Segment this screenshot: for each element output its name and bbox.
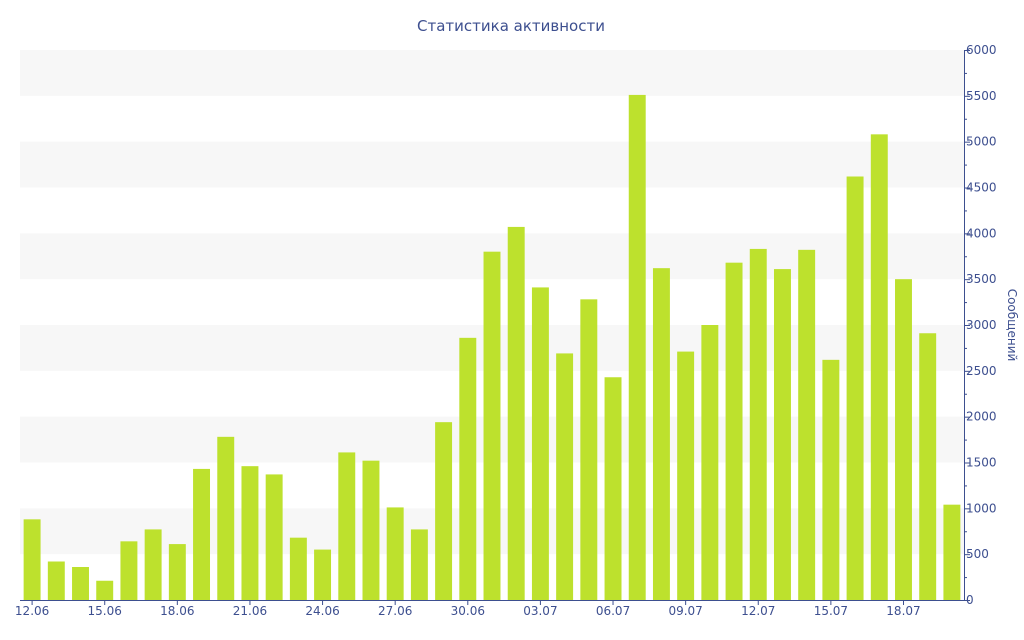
- bar-09.07: [677, 351, 695, 600]
- bar-08.07: [652, 268, 670, 600]
- grid-band: [20, 50, 964, 96]
- x-tick-label: 30.06: [451, 604, 485, 618]
- y-tick-label: 5500: [966, 89, 997, 103]
- bar-18.06: [168, 544, 186, 600]
- y-tick-label: 500: [966, 547, 989, 561]
- y-tick-label: 1500: [966, 456, 997, 470]
- y-tick-label: 0: [966, 593, 974, 607]
- bar-16.06: [120, 541, 138, 600]
- x-tick-label: 03.07: [523, 604, 557, 618]
- x-tick-label: 15.06: [88, 604, 122, 618]
- y-tick-label: 4500: [966, 181, 997, 195]
- bar-29.06: [435, 422, 453, 600]
- x-tick-label: 09.07: [668, 604, 702, 618]
- x-tick-label: 15.07: [814, 604, 848, 618]
- x-tick-label: 18.06: [160, 604, 194, 618]
- bar-21.06: [241, 466, 259, 600]
- bar-30.06: [459, 337, 477, 600]
- bar-02.07: [507, 226, 525, 600]
- x-tick-label: 21.06: [233, 604, 267, 618]
- y-tick-label: 4000: [966, 226, 997, 240]
- bar-20.07: [943, 504, 961, 600]
- x-tick-label: 12.06: [15, 604, 49, 618]
- bar-19.06: [193, 468, 211, 600]
- bar-20.06: [217, 436, 235, 600]
- bar-07.07: [628, 94, 646, 601]
- x-axis-ticks: 12.06 15.06 18.06 21.06 24.06 27.06 30.06 03.07…: [15, 600, 921, 618]
- bar-10.07: [701, 325, 719, 600]
- y-tick-label: 3000: [966, 318, 997, 332]
- bar-15.06: [96, 580, 114, 600]
- bar-26.06: [362, 460, 380, 600]
- bar-06.07: [604, 377, 622, 600]
- bar-01.07: [483, 251, 501, 600]
- bar-23.06: [289, 537, 307, 600]
- chart-title: Статистика активности: [417, 17, 605, 35]
- bar-17.06: [144, 529, 162, 600]
- bar-13.06: [47, 561, 65, 600]
- x-tick-label: 27.06: [378, 604, 412, 618]
- bar-27.06: [386, 507, 404, 600]
- x-tick-label: 06.07: [596, 604, 630, 618]
- bar-13.07: [773, 269, 791, 600]
- grid-band: [20, 141, 964, 188]
- bar-28.06: [410, 529, 428, 600]
- bar-15.07: [822, 359, 840, 600]
- y-tick-label: 6000: [966, 43, 997, 57]
- y-tick-label: 2000: [966, 410, 997, 424]
- bar-04.07: [556, 353, 574, 600]
- bar-18.07: [895, 279, 912, 600]
- bar-14.06: [72, 567, 89, 600]
- x-tick-label: 12.07: [741, 604, 775, 618]
- bar-11.07: [725, 262, 743, 600]
- bar-16.07: [846, 176, 864, 600]
- bar-24.06: [314, 549, 332, 600]
- y-tick-label: 5000: [966, 135, 997, 149]
- y-tick-label: 3500: [966, 272, 997, 286]
- bars-group: [23, 94, 961, 601]
- bar-19.07: [919, 333, 937, 600]
- x-tick-label: 18.07: [886, 604, 920, 618]
- x-tick-label: 24.06: [305, 604, 339, 618]
- y-axis-ticks: 0 500 1000 1500 2000 2500 3000 3500 4000 4500 5000…: [964, 43, 997, 607]
- bar-22.06: [265, 474, 283, 600]
- bar-14.07: [798, 249, 816, 601]
- bar-03.07: [531, 287, 549, 600]
- bar-17.07: [870, 134, 888, 601]
- y-axis-label: Сообщений: [1005, 289, 1019, 362]
- y-tick-label: 2500: [966, 364, 997, 378]
- y-tick-label: 1000: [966, 501, 997, 515]
- bar-05.07: [580, 299, 598, 600]
- bar-12.07: [749, 248, 767, 600]
- bar-25.06: [338, 452, 356, 600]
- bar-12.06: [23, 519, 41, 600]
